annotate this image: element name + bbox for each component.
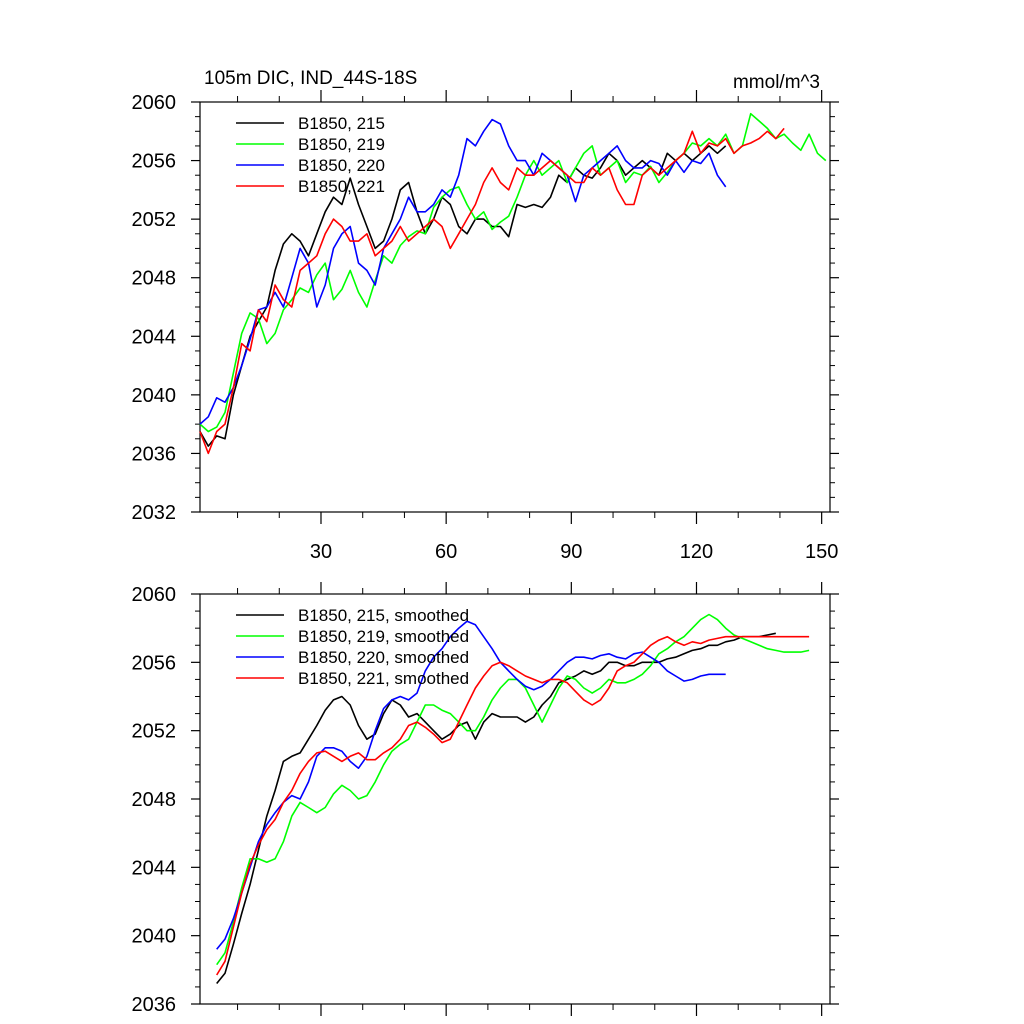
y-tick-label: 2032: [132, 502, 177, 524]
legend-bottom: B1850, 215, smoothed B1850, 219, smoothed…: [236, 606, 469, 688]
y-tick-label: 2060: [132, 92, 177, 114]
x-tick-label: 60: [435, 541, 457, 563]
y-tick-label: 2048: [132, 268, 177, 290]
legend-label-3: B1850, 221: [298, 177, 385, 196]
plot-frame-bottom: [199, 593, 831, 1005]
y-tick-label: 2060: [132, 584, 177, 606]
legend-label-2: B1850, 220: [298, 156, 385, 175]
y-tick-label: 2040: [132, 385, 177, 407]
y-tick-label: 2036: [132, 994, 177, 1016]
legend-label-1: B1850, 219, smoothed: [298, 627, 469, 646]
y-tick-label: 2048: [132, 789, 177, 811]
plot-frame-top: [199, 101, 831, 513]
y-tick-label: 2052: [132, 209, 177, 231]
legend-label-1: B1850, 219: [298, 135, 385, 154]
chart-title: 105m DIC, IND_44S-18S: [204, 68, 417, 89]
series-line-0: [199, 145, 727, 447]
x-tick-label: 30: [310, 541, 332, 563]
units-label: mmol/m^3: [733, 72, 820, 93]
y-tick-label: 2044: [132, 326, 177, 348]
y-tick-label: 2052: [132, 721, 177, 743]
legend-label-2: B1850, 220, smoothed: [298, 648, 469, 667]
y-tick-label: 2040: [132, 926, 177, 948]
series-line-2: [199, 118, 727, 425]
panel-top: 105m DIC, IND_44S-18S mmol/m^3 203220362…: [132, 68, 839, 563]
series-line-3: [216, 635, 810, 976]
series-lines-bottom: [216, 613, 810, 985]
legend-top: B1850, 215 B1850, 219 B1850, 220 B1850, 221: [236, 114, 385, 196]
legend-label-0: B1850, 215, smoothed: [298, 606, 469, 625]
x-tick-label: 120: [680, 541, 713, 563]
legend-label-0: B1850, 215: [298, 114, 385, 133]
axis-ticks-bottom: 2036 2040 2044 2048 2052 2056 2060: [132, 582, 839, 1016]
y-tick-label: 2056: [132, 151, 177, 173]
series-line-1: [199, 112, 827, 433]
series-line-1: [216, 613, 810, 966]
x-tick-label: 90: [560, 541, 582, 563]
series-line-2: [216, 620, 726, 950]
y-tick-label: 2036: [132, 443, 177, 465]
series-lines-top: [199, 112, 827, 455]
axis-ticks-top: 2032 2036 2040 2044 2048 2052 2056 2060 30 60 90 12…: [132, 90, 839, 563]
y-tick-label: 2056: [132, 652, 177, 674]
series-line-3: [199, 127, 785, 455]
legend-label-3: B1850, 221, smoothed: [298, 669, 469, 688]
series-line-0: [216, 632, 776, 985]
panel-bottom: 2036 2040 2044 2048 2052 2056 2060 B1850, 215,…: [132, 582, 839, 1016]
y-tick-label: 2044: [132, 857, 177, 879]
x-tick-label: 150: [805, 541, 838, 563]
